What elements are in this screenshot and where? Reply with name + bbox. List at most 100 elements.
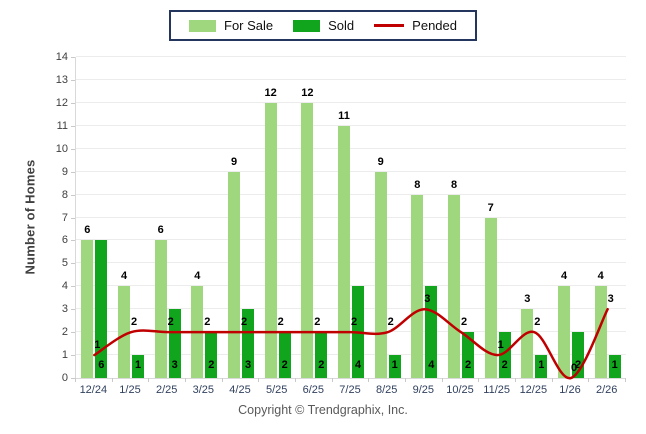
bar-for-sale xyxy=(81,240,94,378)
y-tick-label: 5 xyxy=(61,257,68,270)
x-axis-label: 4/25 xyxy=(229,384,251,396)
y-tick-label: 9 xyxy=(61,165,68,178)
chart-legend: For Sale Sold Pended xyxy=(169,10,477,41)
bar-sold xyxy=(608,355,621,378)
legend-label-for-sale: For Sale xyxy=(224,18,274,33)
pended-value-label: 2 xyxy=(167,316,174,329)
x-axis-label: 9/25 xyxy=(412,384,435,396)
bar-for-sale xyxy=(264,102,277,378)
x-tick-mark xyxy=(625,378,626,382)
y-tick-mark xyxy=(71,57,75,58)
for-sale-value-label: 3 xyxy=(524,293,531,306)
y-tick-mark xyxy=(71,217,75,219)
gridline xyxy=(76,78,626,80)
y-tick-mark xyxy=(71,125,75,127)
pended-value-label: 2 xyxy=(130,316,138,329)
y-tick-label: 0 xyxy=(61,372,68,384)
bar-for-sale xyxy=(448,194,460,378)
y-tick-mark xyxy=(71,355,75,357)
y-tick-mark xyxy=(71,240,75,242)
y-tick-label: 6 xyxy=(61,234,68,247)
bar-sold xyxy=(278,332,291,378)
bar-for-sale xyxy=(154,240,167,378)
sold-value-label: 6 xyxy=(98,359,105,371)
x-axis-label: 10/25 xyxy=(446,384,474,396)
x-tick-mark xyxy=(515,378,516,382)
y-tick-label: 7 xyxy=(61,211,68,224)
bar-for-sale xyxy=(374,171,387,378)
pended-line-swatch-icon xyxy=(374,24,405,27)
for-sale-swatch-icon xyxy=(189,19,216,32)
pended-value-label: 3 xyxy=(607,293,614,306)
gridline xyxy=(76,216,626,218)
x-tick-mark xyxy=(148,378,150,382)
sold-value-label: 2 xyxy=(501,359,508,371)
y-tick-label: 3 xyxy=(61,303,68,316)
sold-value-label: 3 xyxy=(244,359,252,371)
y-tick-mark xyxy=(71,263,75,265)
pended-value-label: 2 xyxy=(350,316,358,329)
y-tick-mark xyxy=(71,378,75,379)
legend-item-sold: Sold xyxy=(293,18,354,33)
bar-for-sale xyxy=(191,286,204,378)
gridline xyxy=(76,56,626,57)
for-sale-value-label: 4 xyxy=(194,270,201,283)
y-tick-mark xyxy=(71,332,75,334)
sold-swatch-icon xyxy=(293,19,321,32)
for-sale-value-label: 4 xyxy=(120,270,128,283)
bar-for-sale xyxy=(411,194,424,378)
gridline xyxy=(76,170,626,172)
sold-value-label: 3 xyxy=(171,359,178,371)
y-tick-mark xyxy=(71,286,75,288)
y-tick-label: 14 xyxy=(55,51,68,63)
bar-for-sale xyxy=(338,125,350,378)
pended-value-label: 2 xyxy=(204,316,211,329)
bar-for-sale xyxy=(118,286,130,378)
y-tick-mark xyxy=(71,79,75,81)
pended-value-label: 2 xyxy=(314,316,321,329)
bar-sold xyxy=(462,332,474,378)
gridline xyxy=(76,101,626,103)
y-tick-label: 12 xyxy=(55,96,68,109)
pended-value-label: 2 xyxy=(460,316,468,329)
y-tick-label: 1 xyxy=(61,349,68,362)
sold-value-label: 2 xyxy=(208,359,215,371)
bar-for-sale xyxy=(594,286,607,378)
bar-for-sale xyxy=(228,171,240,378)
x-axis-label: 12/25 xyxy=(519,384,548,396)
x-tick-mark xyxy=(441,378,443,382)
sold-value-label: 1 xyxy=(611,359,618,371)
pended-value-label: 2 xyxy=(277,316,284,329)
x-tick-mark xyxy=(258,378,260,382)
pended-value-label: 3 xyxy=(424,293,431,306)
y-tick-mark xyxy=(71,171,75,173)
bar-for-sale xyxy=(521,309,534,378)
for-sale-value-label: 9 xyxy=(230,155,238,168)
y-tick-mark xyxy=(71,102,75,104)
y-tick-label: 2 xyxy=(61,326,68,339)
bar-sold xyxy=(315,332,328,378)
x-axis-label: 1/25 xyxy=(119,384,141,396)
legend-label-pended: Pended xyxy=(412,18,457,33)
for-sale-value-label: 12 xyxy=(264,86,277,99)
sold-value-label: 1 xyxy=(391,359,398,371)
gridline xyxy=(76,147,626,149)
sold-value-label: 4 xyxy=(428,359,435,371)
y-tick-label: 11 xyxy=(56,119,68,132)
x-tick-mark xyxy=(331,378,333,382)
y-tick-label: 10 xyxy=(55,142,68,155)
pended-value-label: 2 xyxy=(240,316,248,329)
legend-item-pended: Pended xyxy=(374,18,457,33)
x-axis-label: 2/25 xyxy=(155,384,178,396)
for-sale-value-label: 6 xyxy=(84,224,91,237)
x-axis-label: 8/25 xyxy=(375,384,398,396)
y-tick-mark xyxy=(71,309,75,311)
sold-value-label: 2 xyxy=(318,359,325,371)
x-axis-label: 11/25 xyxy=(483,384,511,396)
x-axis-label: 5/25 xyxy=(265,384,288,396)
x-axis-label: 2/26 xyxy=(595,384,618,396)
sold-value-label: 2 xyxy=(464,359,472,371)
for-sale-value-label: 12 xyxy=(301,86,314,99)
y-axis-title: Number of Homes xyxy=(22,159,38,275)
